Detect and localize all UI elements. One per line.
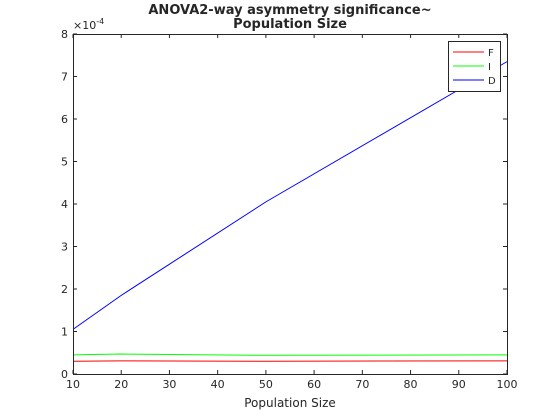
legend-label-f: F bbox=[488, 48, 494, 59]
y-tick-label: 0 bbox=[61, 368, 68, 381]
y-tick-label: 8 bbox=[61, 28, 68, 41]
x-tick-label: 40 bbox=[211, 378, 225, 391]
y-tick-label: 7 bbox=[61, 71, 68, 84]
series-line-i bbox=[72, 353, 508, 356]
y-tick-label: 5 bbox=[61, 156, 68, 169]
x-tick-label: 10 bbox=[66, 378, 80, 391]
y-tick-label: 2 bbox=[61, 283, 68, 296]
y-multiplier: ×10-4 bbox=[73, 17, 104, 32]
legend-label-i: I bbox=[488, 62, 491, 73]
x-tick-label: 60 bbox=[307, 378, 321, 391]
legend[interactable]: FID bbox=[448, 41, 501, 92]
chart-title-line-1: ANOVA2-way asymmetry significance~ bbox=[148, 3, 431, 18]
x-tick-label: 70 bbox=[355, 378, 369, 391]
x-tick-label: 30 bbox=[162, 378, 176, 391]
chart-title-line-2: Population Size bbox=[233, 17, 347, 32]
y-axis-ticks: 0 1 2 3 4 5 6 7 8 bbox=[61, 28, 507, 381]
axes-background bbox=[73, 34, 507, 374]
y-tick-label: 3 bbox=[61, 241, 68, 254]
y-multiplier-base: ×10 bbox=[73, 19, 96, 32]
legend-label-d: D bbox=[488, 76, 496, 87]
y-multiplier-exponent: -4 bbox=[96, 17, 104, 26]
x-tick-label: 100 bbox=[497, 378, 518, 391]
x-axis-ticks: 10 20 30 40 50 60 70 80 90 100 bbox=[66, 34, 518, 391]
series-line-d bbox=[72, 61, 508, 330]
x-tick-label: 50 bbox=[259, 378, 273, 391]
x-tick-label: 20 bbox=[114, 378, 128, 391]
x-tick-label: 80 bbox=[404, 378, 418, 391]
x-axis-label: Population Size bbox=[244, 396, 336, 410]
y-tick-label: 4 bbox=[61, 198, 68, 211]
y-tick-label: 1 bbox=[61, 326, 68, 339]
axes-box bbox=[73, 34, 508, 375]
y-tick-label: 6 bbox=[61, 113, 68, 126]
series-layer bbox=[72, 61, 508, 362]
x-tick-label: 90 bbox=[452, 378, 466, 391]
